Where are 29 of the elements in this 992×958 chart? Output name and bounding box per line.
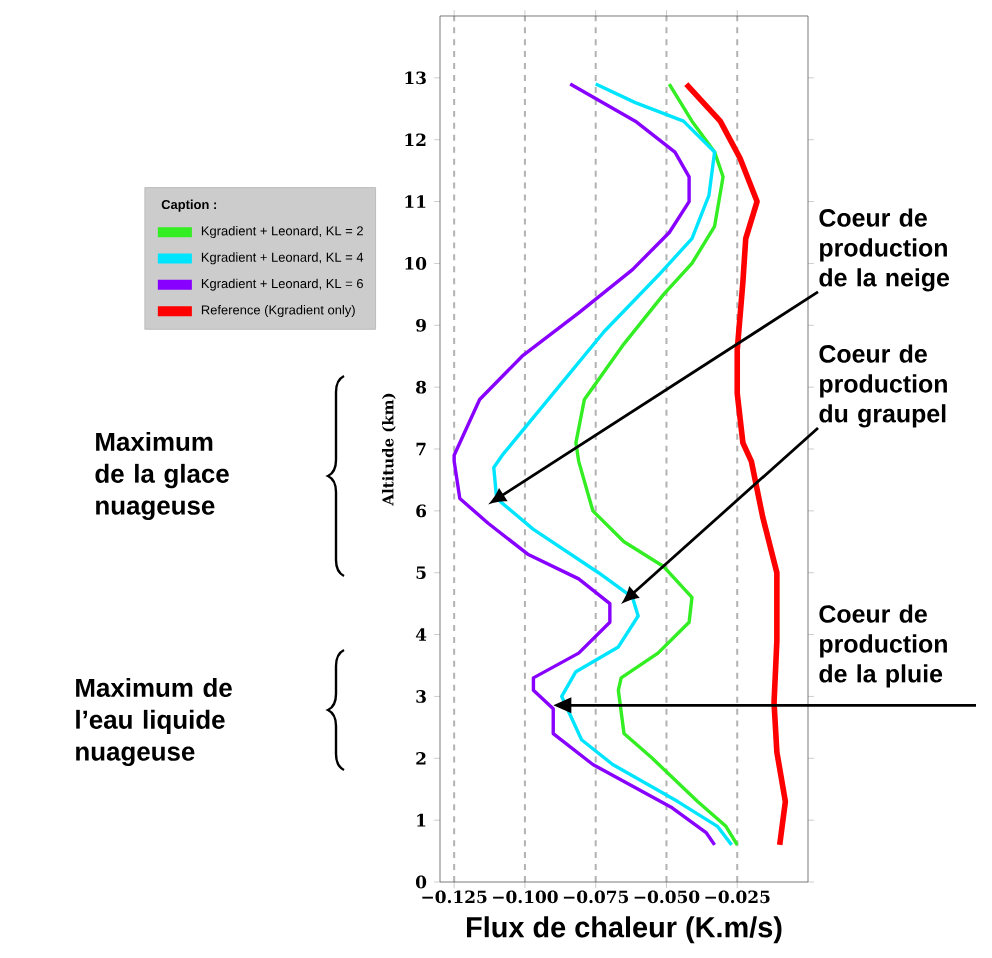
y-tick-label: 12 [405,133,426,146]
text: Maximum de l’eau liquide nuageuse [76,677,232,767]
y-tick-label: 4 [415,628,427,641]
y-tick-label: 2 [416,752,426,765]
x-tick-label: −0.075 [563,890,629,904]
line-series [574,82,739,847]
line-series [452,82,717,847]
y-tick-label: 6 [416,504,427,518]
y-tick-label: 0 [415,875,427,889]
x-tick-label: −0.025 [705,890,770,904]
text: Coeur de production de la neige [819,208,950,292]
line-series [683,81,789,848]
line-series [490,82,734,847]
y-tick-label: 1 [417,813,426,827]
x-tick-label: −0.050 [634,890,700,904]
y-tick-label: 8 [416,380,427,394]
y-tick-label: 7 [416,442,426,456]
text: Coeur de production de la pluie [819,604,947,688]
y-tick-label: 5 [416,566,426,580]
x-axis-title: Flux de chaleur (K.m/s) [467,916,782,944]
y-tick-label: 13 [405,71,426,85]
y-tick-label: 11 [405,195,426,208]
y-tick-label: 3 [416,690,426,703]
y-tick-label: 10 [405,257,427,270]
x-tick-label: −0.100 [493,890,558,904]
text: Coeur de production du graupel [819,344,947,428]
text: Maximum de la glace nuageuse [95,431,229,521]
x-tick-label: −0.125 [422,890,487,904]
y-tick-label: 9 [416,318,426,332]
